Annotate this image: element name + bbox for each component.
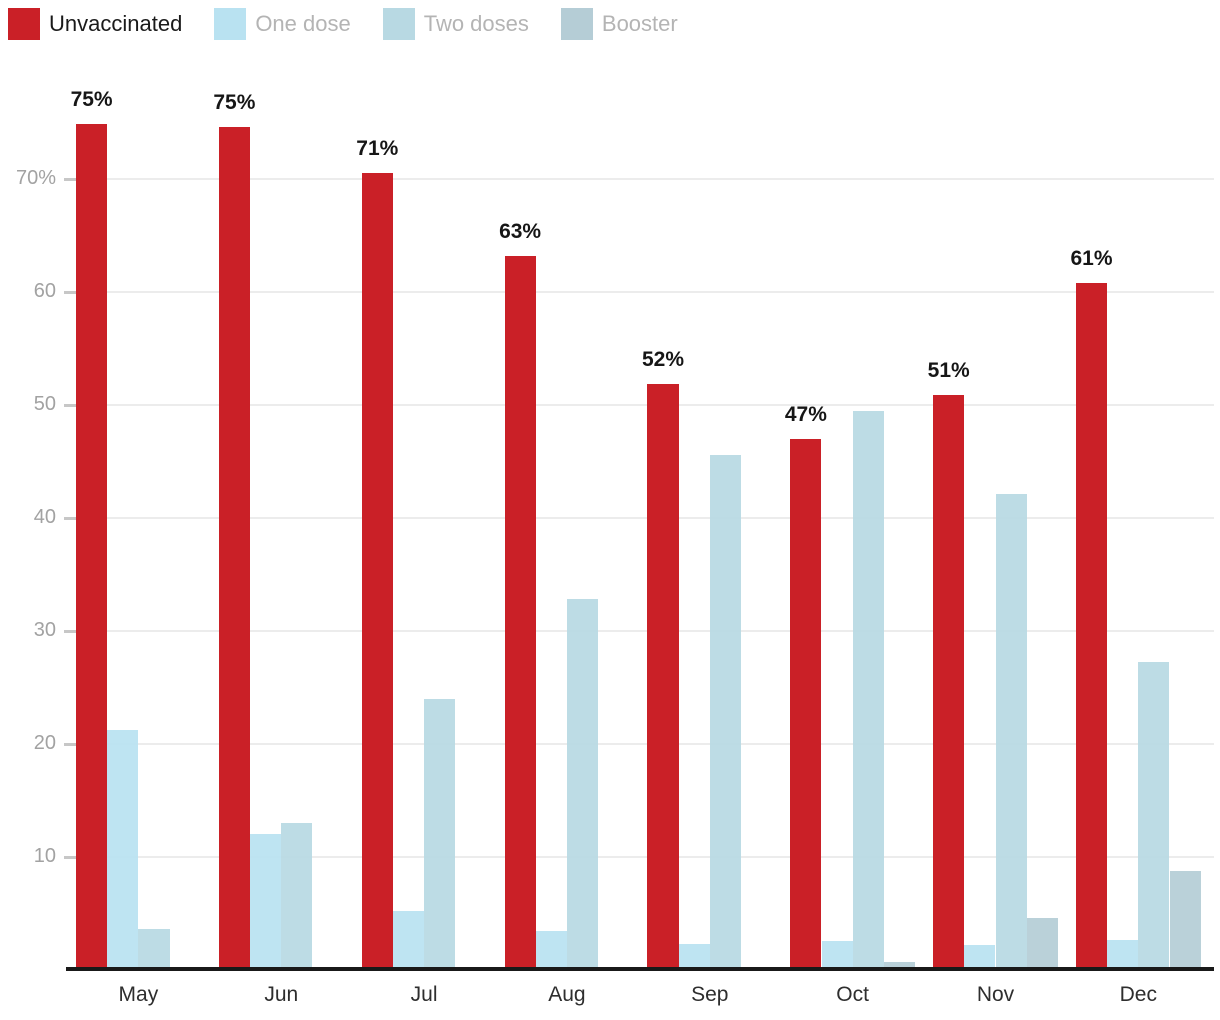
bar-unvaccinated-nov — [933, 394, 965, 970]
bar-two-doses-aug — [566, 599, 599, 970]
one-dose-swatch-icon — [214, 8, 247, 40]
bar-two-doses-nov — [995, 494, 1027, 970]
y-tick-40 — [64, 517, 76, 520]
legend-label-one-dose: One dose — [255, 11, 351, 36]
legend-label-two-doses: Two doses — [423, 11, 529, 36]
y-tick-30 — [64, 630, 76, 633]
y-tick-70 — [64, 178, 76, 181]
x-axis-label-may: May — [118, 983, 159, 1006]
bar-unvaccinated-jul — [361, 173, 393, 970]
legend-label-unvaccinated: Unvaccinated — [49, 11, 183, 36]
gridline-60 — [66, 291, 1214, 293]
bar-unvaccinated-oct — [790, 438, 822, 970]
gridline-10 — [66, 856, 1214, 858]
bar-two-doses-jul — [424, 698, 456, 970]
booster-swatch-icon — [560, 8, 593, 40]
bar-value-label-sep: 52% — [641, 347, 685, 371]
x-axis-label-oct: Oct — [836, 983, 869, 1006]
y-axis-label-50: 50 — [33, 393, 56, 415]
legend-item-two-doses: Two doses — [382, 8, 529, 40]
bar-two-doses-oct — [852, 410, 884, 970]
bar-two-doses-may — [138, 929, 170, 970]
bar-one-dose-jul — [392, 911, 425, 970]
bar-booster-dec — [1169, 870, 1201, 970]
legend-item-booster: Booster — [560, 8, 678, 40]
x-axis-label-jul: Jul — [410, 983, 438, 1006]
gridline-70 — [66, 178, 1214, 180]
bar-one-dose-dec — [1107, 939, 1139, 970]
x-axis-label-dec: Dec — [1119, 983, 1157, 1006]
bar-unvaccinated-jun — [218, 127, 250, 970]
y-axis-label-70: 70% — [15, 167, 56, 189]
y-tick-60 — [64, 291, 76, 294]
bar-value-label-jun: 75% — [213, 91, 256, 114]
legend-label-booster: Booster — [601, 11, 678, 36]
legend: Unvaccinated One dose Two doses Booster — [8, 8, 678, 40]
legend-item-one-dose: One dose — [214, 8, 351, 40]
bar-one-dose-aug — [535, 930, 567, 971]
y-axis-label-60: 60 — [33, 280, 56, 302]
unvaccinated-swatch-icon — [8, 8, 40, 40]
y-tick-20 — [64, 743, 76, 746]
bar-one-dose-may — [107, 730, 139, 970]
y-axis-label-40: 40 — [33, 506, 56, 528]
bar-unvaccinated-aug — [504, 255, 536, 970]
bar-unvaccinated-may — [76, 123, 108, 970]
gridline-20 — [66, 743, 1214, 745]
bar-two-doses-dec — [1138, 661, 1170, 970]
bar-unvaccinated-dec — [1075, 283, 1108, 970]
two-doses-swatch-icon — [382, 8, 415, 40]
bar-one-dose-nov — [964, 945, 996, 970]
x-axis-label-jun: Jun — [264, 983, 299, 1006]
bar-one-dose-oct — [821, 940, 853, 970]
bar-one-dose-sep — [678, 944, 710, 970]
y-axis-label-10: 10 — [33, 845, 56, 867]
legend-item-unvaccinated: Unvaccinated — [8, 8, 182, 40]
gridline-50 — [66, 404, 1214, 406]
bar-booster-oct — [883, 962, 916, 970]
bar-unvaccinated-sep — [647, 383, 679, 970]
x-axis-line — [66, 967, 1214, 971]
y-tick-50 — [64, 404, 76, 407]
bar-value-label-nov: 51% — [927, 358, 970, 382]
bar-value-label-jul: 71% — [356, 137, 399, 161]
bar-one-dose-jun — [250, 834, 282, 970]
x-axis-label-aug: Aug — [548, 983, 586, 1006]
gridline-40 — [66, 517, 1214, 519]
y-tick-10 — [64, 856, 76, 859]
bar-booster-nov — [1026, 918, 1058, 970]
bar-two-doses-sep — [709, 454, 741, 970]
y-axis-label-30: 30 — [33, 619, 56, 641]
x-axis-label-sep: Sep — [691, 983, 729, 1006]
y-axis-label-20: 20 — [33, 732, 56, 754]
gridline-30 — [66, 630, 1214, 632]
bar-value-label-oct: 47% — [784, 402, 827, 426]
bar-two-doses-jun — [281, 823, 313, 970]
bar-value-label-dec: 61% — [1070, 247, 1113, 270]
bar-value-label-aug: 63% — [499, 219, 542, 243]
bar-value-label-may: 75% — [70, 87, 113, 111]
x-axis-label-nov: Nov — [976, 983, 1015, 1006]
